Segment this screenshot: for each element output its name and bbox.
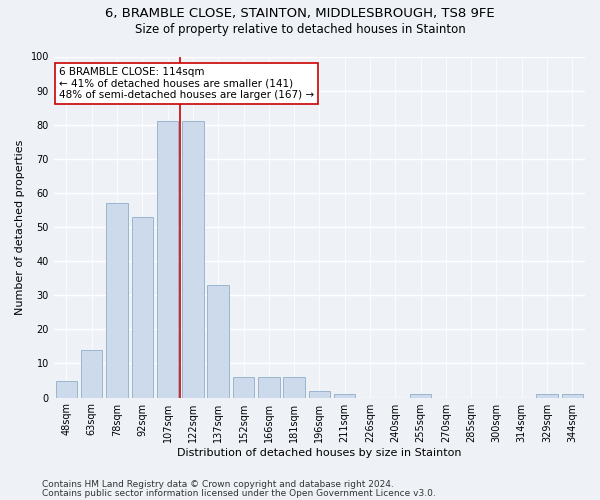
- Text: Contains public sector information licensed under the Open Government Licence v3: Contains public sector information licen…: [42, 488, 436, 498]
- Bar: [106, 203, 128, 398]
- Bar: [233, 377, 254, 398]
- Bar: [308, 391, 330, 398]
- Text: 6 BRAMBLE CLOSE: 114sqm
← 41% of detached houses are smaller (141)
48% of semi-d: 6 BRAMBLE CLOSE: 114sqm ← 41% of detache…: [59, 66, 314, 100]
- Bar: [208, 285, 229, 398]
- Text: 6, BRAMBLE CLOSE, STAINTON, MIDDLESBROUGH, TS8 9FE: 6, BRAMBLE CLOSE, STAINTON, MIDDLESBROUG…: [105, 8, 495, 20]
- Bar: [334, 394, 355, 398]
- Bar: [536, 394, 558, 398]
- Bar: [157, 122, 178, 398]
- Bar: [182, 122, 203, 398]
- Text: Size of property relative to detached houses in Stainton: Size of property relative to detached ho…: [134, 22, 466, 36]
- Bar: [258, 377, 280, 398]
- Bar: [562, 394, 583, 398]
- Bar: [81, 350, 103, 398]
- Y-axis label: Number of detached properties: Number of detached properties: [15, 140, 25, 314]
- Text: Contains HM Land Registry data © Crown copyright and database right 2024.: Contains HM Land Registry data © Crown c…: [42, 480, 394, 489]
- Bar: [56, 380, 77, 398]
- Bar: [410, 394, 431, 398]
- Bar: [283, 377, 305, 398]
- X-axis label: Distribution of detached houses by size in Stainton: Distribution of detached houses by size …: [177, 448, 461, 458]
- Bar: [131, 217, 153, 398]
